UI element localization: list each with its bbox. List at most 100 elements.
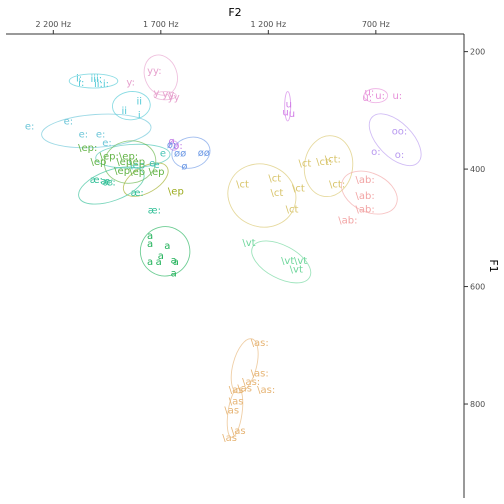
vowel-point: ø bbox=[181, 162, 187, 173]
vowel-point: e: bbox=[25, 122, 35, 133]
vowel-point: a bbox=[164, 241, 170, 252]
vowel-point: \as bbox=[224, 405, 239, 416]
vowel-point: \ep: bbox=[78, 143, 97, 154]
vowel-point: u bbox=[282, 108, 288, 119]
vowel-point: \ep bbox=[91, 157, 107, 168]
group-ellipse bbox=[341, 170, 398, 215]
vowel-point: \vt bbox=[290, 264, 303, 275]
group-ellipse bbox=[303, 135, 354, 198]
vowel-point: a bbox=[156, 257, 162, 268]
vowel-point: \as: bbox=[242, 377, 260, 388]
vowel-point: \ep bbox=[168, 186, 184, 197]
vowel-point: yy bbox=[168, 92, 180, 103]
vowel-point: a bbox=[147, 239, 153, 250]
vowel-point: \vt bbox=[281, 256, 294, 267]
vowel-point: \vt bbox=[294, 256, 307, 267]
group-ellipse bbox=[139, 226, 191, 277]
vowel-point: i: bbox=[78, 78, 84, 89]
vowel-point: u bbox=[289, 109, 295, 120]
vowel-point: i bbox=[138, 111, 141, 122]
group-ellipse bbox=[251, 240, 312, 284]
vowel-point: \ep bbox=[116, 157, 132, 168]
vowel-point: \ct bbox=[268, 173, 281, 184]
vowel-point: æ: bbox=[90, 175, 103, 186]
group-ellipse bbox=[284, 91, 292, 122]
vowel-point: e: bbox=[96, 129, 106, 140]
vowel-point: øø bbox=[198, 148, 210, 159]
vowel-point: ø: bbox=[167, 140, 177, 151]
vowel-point: \as bbox=[231, 426, 246, 437]
vowel-point: yy: bbox=[147, 66, 161, 77]
vowel-point: \as: bbox=[257, 385, 275, 396]
group-ellipse bbox=[78, 166, 145, 205]
vowel-point: \vt bbox=[242, 238, 255, 249]
group-ellipse bbox=[226, 387, 244, 438]
vowel-point: e: bbox=[79, 129, 89, 140]
vowel-point: \ct: bbox=[329, 179, 345, 190]
vowel-point: e bbox=[149, 159, 155, 170]
group-ellipse bbox=[95, 143, 171, 169]
y-tick-label: 200 bbox=[470, 48, 485, 57]
vowel-point: æ: bbox=[148, 206, 161, 217]
vowel-point: u: bbox=[365, 88, 375, 99]
vowel-point: \ep bbox=[129, 160, 145, 171]
vowel-point: æ: bbox=[131, 188, 144, 199]
vowel-point: \ab: bbox=[355, 205, 374, 216]
vowel-point: \ct: bbox=[325, 155, 341, 166]
vowel-point: æ: bbox=[100, 176, 113, 187]
vowel-point: øø bbox=[174, 149, 186, 160]
group-ellipse bbox=[153, 91, 177, 101]
vowel-point: \ep bbox=[129, 167, 145, 178]
vowel-point: u: bbox=[375, 91, 385, 102]
vowel-point: i: bbox=[76, 74, 82, 85]
vowel-point: \ab: bbox=[338, 216, 357, 227]
vowel-point: \ct bbox=[236, 179, 249, 190]
group-ellipse bbox=[112, 91, 151, 121]
axes: 2 200 Hz 1 700 Hz 1 200 Hz 700 Hz 200 400 600… bbox=[6, 6, 500, 498]
group-ellipse bbox=[168, 140, 179, 151]
vowel-point: \ct bbox=[298, 159, 311, 170]
vowel-point: e: bbox=[102, 138, 112, 149]
vowel-point: o: bbox=[371, 147, 381, 158]
vowel-point: \ct bbox=[271, 188, 284, 199]
vowel-point: ø bbox=[169, 136, 175, 147]
vowel-point: \ct bbox=[292, 183, 305, 194]
group-ellipse bbox=[143, 54, 178, 96]
vowel-point: \as: bbox=[251, 368, 269, 379]
vowel-point: y bbox=[154, 88, 160, 99]
y-tick-label: 400 bbox=[470, 165, 485, 174]
vowel-point: \ep bbox=[114, 166, 130, 177]
y-tick-label: 600 bbox=[470, 283, 485, 292]
vowel-point: æ: bbox=[103, 178, 116, 189]
vowel-point: \ct: bbox=[316, 157, 332, 168]
vowel-point: \as bbox=[222, 433, 237, 444]
vowel-point: \as bbox=[229, 385, 244, 396]
vowel-point: ø: bbox=[173, 141, 183, 152]
group-ellipse bbox=[363, 88, 389, 104]
vowel-point: a bbox=[173, 257, 179, 268]
x-tick-label: 700 Hz bbox=[362, 20, 390, 29]
vowel-point: \as: bbox=[251, 338, 269, 349]
vowel-point: e bbox=[160, 149, 166, 160]
vowel-point: a bbox=[158, 251, 164, 262]
vowel-point: a bbox=[147, 257, 153, 268]
group-ellipse bbox=[171, 136, 211, 169]
vowel-point: i: bbox=[103, 79, 109, 90]
vowel-point: ii: bbox=[94, 79, 103, 90]
x-tick-label: 2 200 Hz bbox=[35, 20, 71, 29]
vowel-point: u: bbox=[392, 91, 402, 102]
vowel-point: e: bbox=[64, 116, 74, 127]
group-ellipse bbox=[103, 140, 157, 184]
x-tick-label: 1 200 Hz bbox=[250, 20, 286, 29]
vowel-point: \ep bbox=[149, 167, 165, 178]
vowel-point: yy bbox=[162, 89, 174, 100]
vowel-point: e bbox=[153, 160, 159, 171]
group-ellipse bbox=[230, 338, 259, 394]
vowel-point: oo: bbox=[392, 126, 408, 137]
vowel-point: ii bbox=[121, 106, 127, 117]
vowel-point: \ep bbox=[129, 157, 145, 168]
vowel-point: y: bbox=[126, 78, 135, 89]
group-ellipse bbox=[41, 113, 152, 149]
